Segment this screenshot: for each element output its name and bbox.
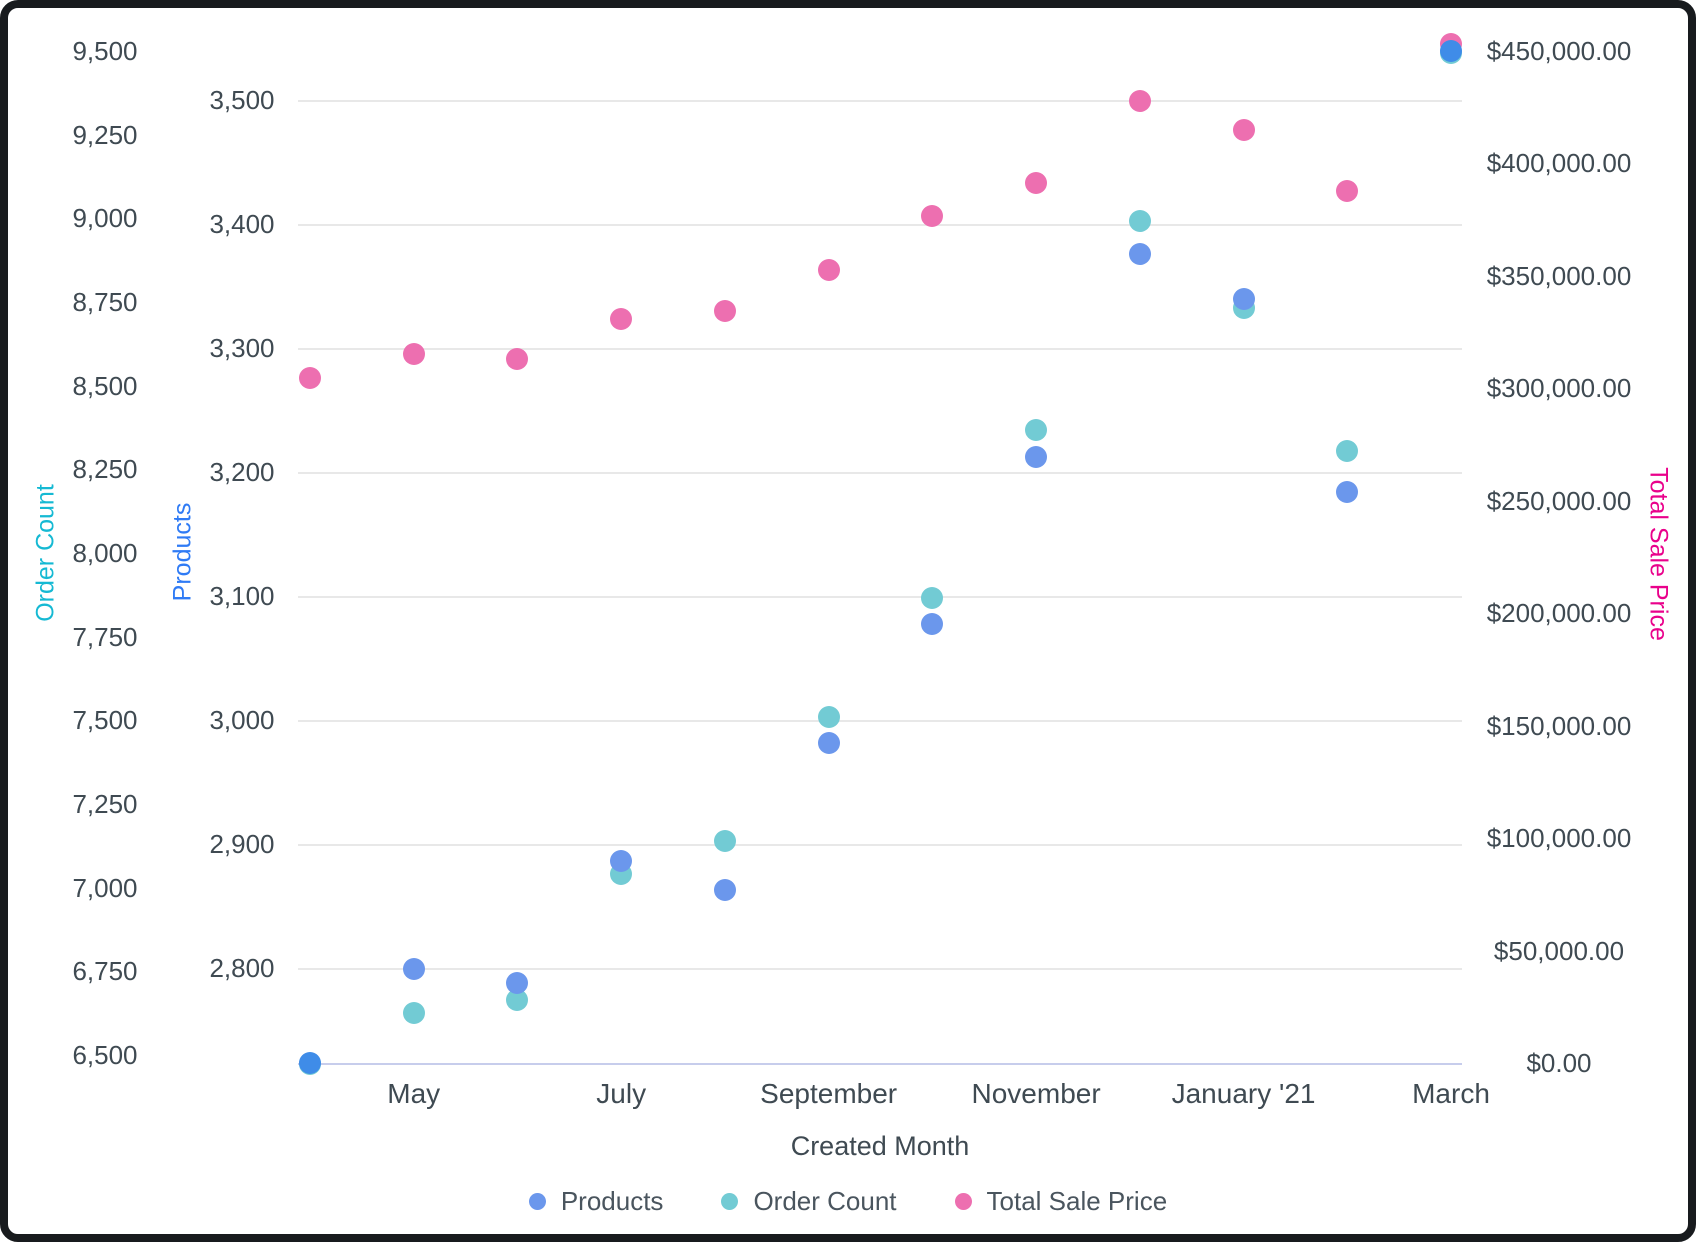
scatter-point-total-sale-price[interactable] [299,366,321,389]
total-sale-price-tick-label: $450,000.00 [1486,36,1632,66]
x-axis-baseline [298,1063,1462,1065]
scatter-point-total-sale-price[interactable] [921,205,944,228]
scatter-point-total-sale-price[interactable] [506,348,529,371]
scatter-point-order-count[interactable] [921,586,944,609]
products-tick-label: 3,200 [209,457,275,487]
scatter-point-order-count[interactable] [402,1002,425,1025]
order-count-tick-label: 8,000 [72,538,138,568]
total-sale-price-tick-label: $400,000.00 [1486,148,1632,179]
total-sale-price-tick-label: $0.00 [1526,1048,1592,1078]
chart-legend: Products Order Count Total Sale Price [0,1186,1696,1217]
x-tick-label: January '21 [1171,1078,1316,1109]
scatter-point-products[interactable] [610,850,633,873]
scatter-point-products[interactable] [1440,40,1463,63]
scatter-point-products[interactable] [1128,242,1151,265]
x-tick-label: September [760,1078,898,1109]
products-tick-label: 3,100 [209,581,275,611]
order-count-tick-label: 6,750 [72,956,138,987]
legend-item-order-count[interactable]: Order Count [721,1186,897,1217]
legend-item-products[interactable]: Products [528,1186,664,1217]
products-tick-label: 3,000 [209,705,275,735]
order-count-tick-label: 7,000 [72,872,138,903]
legend-label: Products [560,1186,664,1216]
x-tick-label: November [971,1078,1101,1109]
gridline [298,968,1462,970]
legend-label: Order Count [753,1186,897,1216]
scatter-point-products[interactable] [1336,480,1359,503]
scatter-point-total-sale-price[interactable] [402,343,425,366]
scatter-point-total-sale-price[interactable] [610,308,633,331]
order-count-tick-label: 8,750 [72,287,138,317]
products-tick-label: 3,300 [209,333,275,363]
order-count-tick-label: 9,000 [72,203,138,234]
products-tick-label: 3,500 [209,85,275,115]
scatter-point-total-sale-price[interactable] [1025,172,1048,195]
x-tick-label: March [1412,1078,1490,1109]
legend-dot [721,1193,739,1210]
scatter-point-order-count[interactable] [1128,210,1151,232]
gridline [298,224,1462,226]
x-tick-label: May [387,1078,441,1109]
order-count-tick-label: 9,250 [72,119,138,150]
gridline [298,348,1462,350]
scatter-point-total-sale-price[interactable] [1336,180,1359,203]
legend-item-total-sale-price[interactable]: Total Sale Price [954,1186,1168,1217]
scatter-point-products[interactable] [402,958,425,980]
order-count-tick-label: 8,250 [72,454,138,485]
gridline [298,844,1462,846]
total-sale-price-tick-label: $50,000.00 [1493,935,1625,966]
total-sale-price-tick-label: $350,000.00 [1486,260,1632,291]
scatter-point-order-count[interactable] [1025,418,1048,441]
scatter-point-products[interactable] [713,878,736,901]
order-count-tick-label: 7,250 [72,789,138,819]
order-count-tick-label: 6,500 [72,1040,138,1070]
order-count-tick-label: 7,750 [72,621,138,652]
scatter-point-order-count[interactable] [1336,439,1359,462]
order-count-tick-label: 9,500 [72,36,138,66]
order-count-tick-label: 8,500 [72,370,138,401]
scatter-point-total-sale-price[interactable] [713,300,736,323]
products-tick-label: 2,800 [209,953,275,983]
scatter-point-products[interactable] [921,613,944,636]
order-count-tick-label: 7,500 [72,705,138,736]
scatter-point-products[interactable] [506,971,529,994]
scatter-point-total-sale-price[interactable] [1128,90,1151,113]
products-tick-label: 2,900 [209,829,275,859]
scatter-point-products[interactable] [1232,288,1255,311]
scatter-point-order-count[interactable] [506,989,529,1012]
scatter-point-products[interactable] [299,1052,321,1075]
gridline [298,100,1462,102]
total-sale-price-tick-label: $100,000.00 [1486,823,1632,854]
gridline [298,596,1462,598]
x-tick-label: July [596,1078,647,1109]
total-sale-price-tick-label: $200,000.00 [1486,598,1632,629]
scatter-point-total-sale-price[interactable] [1232,118,1255,141]
total-sale-price-tick-label: $300,000.00 [1486,373,1632,404]
legend-dot [954,1193,972,1210]
scatter-point-order-count[interactable] [817,705,840,728]
scatter-point-products[interactable] [1025,445,1048,468]
x-axis-title: Created Month [790,1131,970,1161]
total-sale-price-tick-label: $150,000.00 [1486,710,1632,741]
products-tick-label: 3,400 [209,209,275,239]
gridline [298,472,1462,474]
total-sale-price-tick-label: $250,000.00 [1486,485,1632,516]
scatter-point-products[interactable] [817,732,840,755]
gridline [298,720,1462,722]
legend-label: Total Sale Price [986,1186,1168,1216]
scatter-point-order-count[interactable] [713,830,736,853]
scatter-point-total-sale-price[interactable] [817,258,840,281]
legend-dot [528,1193,546,1210]
